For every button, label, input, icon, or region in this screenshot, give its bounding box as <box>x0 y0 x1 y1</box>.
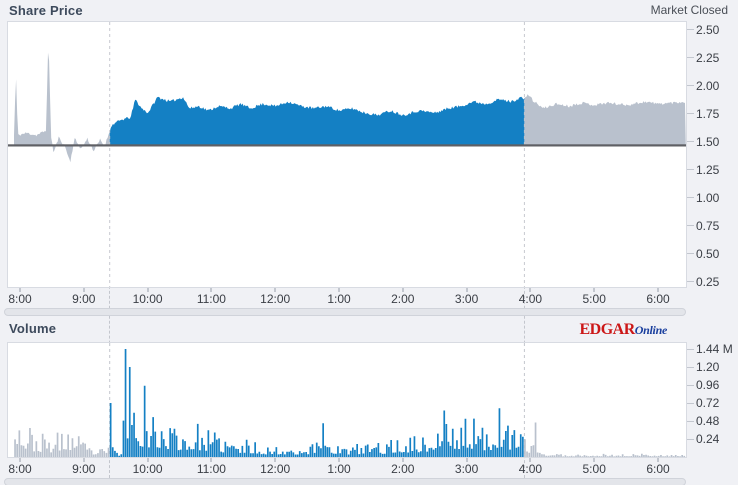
price-y-tick-label: 1.50 <box>696 134 720 149</box>
volume-y-tick <box>687 366 694 368</box>
price-area-pre-market <box>14 52 110 163</box>
volume-y-tick <box>687 384 694 386</box>
volume-x-tick <box>146 458 149 462</box>
edgar-logo-online-text: Online <box>634 323 668 337</box>
price-x-tick <box>210 288 213 292</box>
price-x-tick <box>657 288 659 292</box>
volume-x-tick-label: 8:00 <box>8 462 32 476</box>
volume-x-tick <box>210 458 213 462</box>
volume-x-tick <box>401 458 404 462</box>
price-y-tick-label: 1.00 <box>696 190 720 205</box>
price-x-tick <box>529 288 532 292</box>
volume-y-tick-label: 0.48 <box>696 414 720 428</box>
price-x-tick <box>465 288 468 292</box>
volume-x-tick <box>529 458 532 462</box>
share-price-title: Share Price <box>9 3 83 18</box>
volume-x-tick-label: 9:00 <box>72 462 96 476</box>
volume-x-tick <box>465 458 468 462</box>
price-x-tick-label: 5:00 <box>582 292 606 306</box>
volume-x-tick <box>338 458 340 462</box>
volume-x-tick <box>19 458 21 462</box>
price-y-tick <box>687 141 694 143</box>
volume-x-tick <box>274 458 277 462</box>
price-x-tick <box>82 288 85 292</box>
volume-x-tick <box>657 458 659 462</box>
price-x-tick-label: 3:00 <box>454 292 479 306</box>
volume-x-tick-label: 2:00 <box>391 462 415 476</box>
price-area-after-hours <box>524 94 686 146</box>
edgar-online-logo: EDGAROnline <box>580 321 668 339</box>
volume-x-tick-label: 12:00 <box>260 462 291 476</box>
share-price-chart <box>8 22 686 287</box>
market-status-label: Market Closed <box>650 3 728 17</box>
price-x-tick <box>401 288 404 292</box>
volume-y-tick <box>687 402 694 404</box>
volume-y-tick-label: 0.96 <box>696 378 720 392</box>
price-y-tick-label: 1.25 <box>696 162 720 177</box>
price-y-tick-label: 0.75 <box>696 218 720 233</box>
price-x-tick-label: 2:00 <box>391 292 415 306</box>
volume-x-tick-label: 10:00 <box>132 462 163 476</box>
price-y-tick-label: 2.00 <box>696 78 720 93</box>
price-y-tick <box>687 225 694 227</box>
volume-x-tick-label: 1:00 <box>327 462 351 476</box>
volume-y-tick-label: 1.20 <box>696 360 720 374</box>
price-x-tick <box>19 288 21 292</box>
volume-x-tick-label: 4:00 <box>518 462 543 476</box>
volume-bars-pre-market <box>14 428 110 457</box>
price-y-tick <box>687 57 694 59</box>
price-x-tick <box>593 288 596 292</box>
price-x-tick <box>146 288 149 292</box>
price-x-tick-label: 10:00 <box>132 292 163 306</box>
volume-x-tick-label: 3:00 <box>454 462 479 476</box>
share-price-plot[interactable] <box>7 21 687 288</box>
volume-y-tick-label: 1.44 M <box>696 342 733 356</box>
price-x-tick <box>338 288 340 292</box>
price-x-tick-label: 6:00 <box>646 292 670 306</box>
volume-title: Volume <box>9 321 57 336</box>
price-x-tick-label: 11:00 <box>196 292 226 306</box>
volume-y-tick <box>687 438 694 440</box>
price-y-tick <box>687 197 694 199</box>
volume-x-tick <box>82 458 85 462</box>
price-y-tick-label: 2.25 <box>696 50 720 65</box>
price-y-tick <box>687 85 694 87</box>
volume-y-tick-label: 0.24 <box>696 432 720 446</box>
volume-y-tick-label: 0.72 <box>696 396 720 410</box>
price-area-market <box>109 96 525 146</box>
price-x-tick-label: 12:00 <box>260 292 291 306</box>
price-x-tick <box>274 288 277 292</box>
volume-y-tick <box>687 420 694 422</box>
price-scrollbar[interactable] <box>4 308 686 316</box>
price-y-tick <box>687 253 694 255</box>
price-y-tick-label: 2.50 <box>696 22 720 37</box>
price-y-tick <box>687 113 694 115</box>
volume-x-tick-label: 6:00 <box>646 462 670 476</box>
price-y-tick-label: 0.25 <box>696 274 720 289</box>
volume-y-tick <box>687 348 694 350</box>
previous-close-line <box>8 144 686 147</box>
price-x-tick-label: 4:00 <box>518 292 543 306</box>
price-y-tick-label: 1.75 <box>696 106 720 121</box>
price-y-tick <box>687 281 694 283</box>
price-y-tick-label: 0.50 <box>696 246 720 261</box>
volume-x-tick <box>593 458 596 462</box>
volume-chart <box>14 343 686 457</box>
volume-bars-market <box>109 349 524 457</box>
edgar-logo-text: EDGAR <box>579 321 636 338</box>
price-x-tick-label: 8:00 <box>8 292 32 306</box>
volume-x-tick-label: 5:00 <box>582 462 606 476</box>
price-y-tick <box>687 29 694 31</box>
volume-x-tick-label: 11:00 <box>196 462 226 476</box>
volume-scrollbar[interactable] <box>4 478 686 485</box>
volume-bars-after-hours <box>524 422 686 457</box>
price-y-tick <box>687 169 694 171</box>
volume-plot[interactable] <box>7 342 687 458</box>
price-x-tick-label: 1:00 <box>327 292 351 306</box>
price-x-tick-label: 9:00 <box>72 292 96 306</box>
